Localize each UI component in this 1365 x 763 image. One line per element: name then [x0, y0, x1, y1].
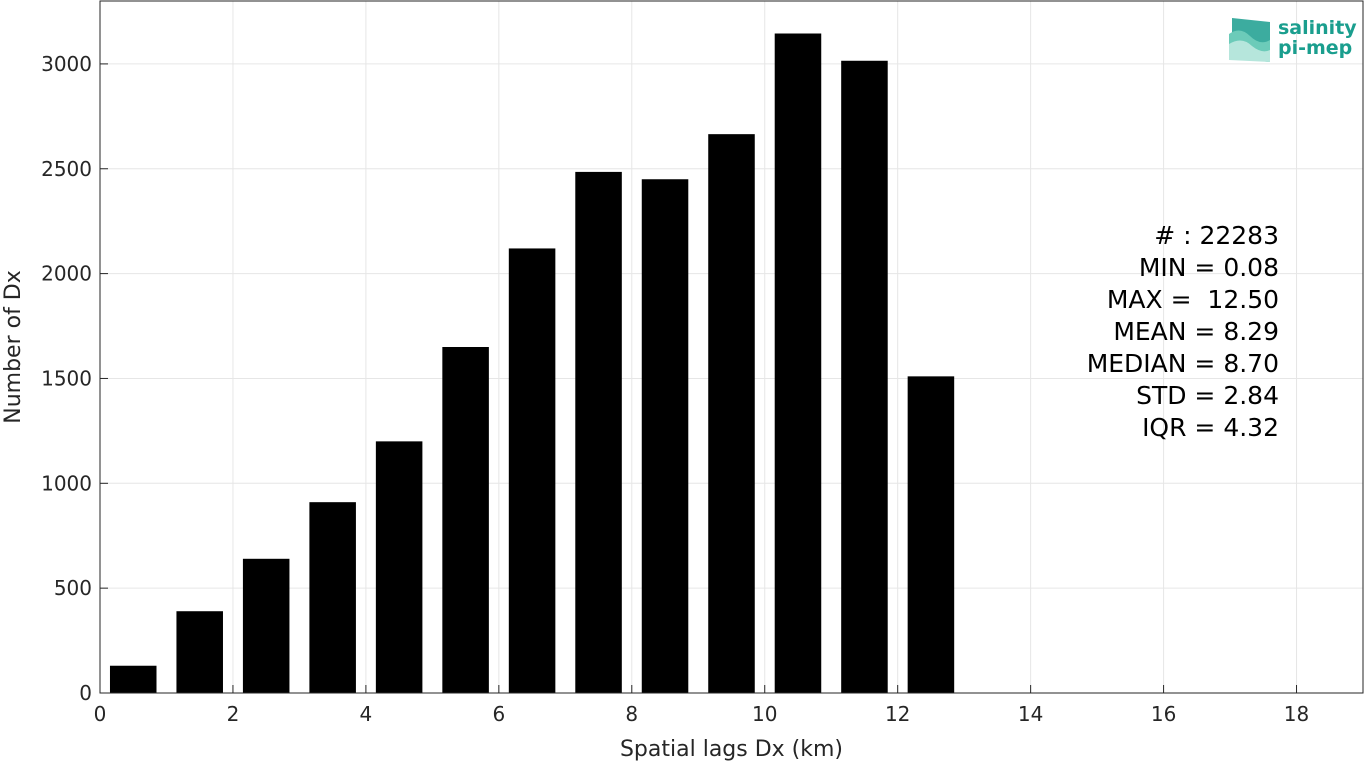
bar [841, 60, 888, 694]
y-ticks: 0 500 1000 1500 2000 2500 3000 [41, 52, 108, 705]
bar [242, 558, 290, 693]
stat-line: STD = 2.84 [1136, 381, 1279, 410]
bar [508, 248, 556, 693]
x-tick-label: 16 [1151, 702, 1176, 726]
x-tick-label: 18 [1284, 702, 1309, 726]
y-tick-label: 1000 [41, 471, 92, 495]
y-axis-label: Number of Dx [1, 270, 26, 424]
bar [641, 179, 689, 693]
stat-line: IQR = 4.32 [1142, 413, 1279, 442]
y-tick-label: 1500 [41, 366, 92, 390]
x-axis-label: Spatial lags Dx (km) [620, 737, 843, 762]
stat-line: # : 22283 [1154, 221, 1279, 250]
stat-line: MEAN = 8.29 [1113, 317, 1279, 346]
x-tick-label: 10 [752, 702, 777, 726]
y-tick-label: 500 [54, 576, 92, 600]
x-tick-label: 12 [885, 702, 910, 726]
x-ticks: 0 2 4 6 8 10 12 14 16 18 [94, 685, 1309, 726]
wave-logo-icon [1229, 18, 1270, 62]
y-tick-label: 0 [79, 681, 92, 705]
bar [575, 171, 622, 694]
bar [442, 347, 489, 693]
logo-text-pi-mep: pi-mep [1278, 37, 1352, 59]
axes-box [99, 0, 1364, 694]
x-tick-label: 0 [94, 702, 107, 726]
bar [176, 611, 223, 693]
logo-text-salinity: salinity [1278, 17, 1357, 39]
stat-line: MIN = 0.08 [1139, 253, 1279, 282]
x-tick-label: 14 [1018, 702, 1043, 726]
bar [907, 376, 955, 693]
salinity-pi-mep-logo: salinity pi-mep [1229, 17, 1357, 62]
x-tick-label: 4 [360, 702, 373, 726]
stat-line: MAX = 12.50 [1107, 285, 1279, 314]
x-tick-label: 2 [227, 702, 240, 726]
bar [109, 665, 157, 693]
bar [708, 134, 755, 693]
x-tick-label: 8 [625, 702, 638, 726]
x-tick-label: 6 [492, 702, 505, 726]
stat-line: MEDIAN = 8.70 [1087, 349, 1279, 378]
stats-annotation: # : 22283 MIN = 0.08 MAX = 12.50 MEAN = 8.2… [1087, 221, 1279, 442]
y-tick-label: 3000 [41, 52, 92, 76]
bars [109, 33, 955, 694]
bar [375, 441, 423, 693]
y-tick-label: 2500 [41, 157, 92, 181]
bar [774, 33, 822, 693]
y-tick-label: 2000 [41, 262, 92, 286]
bar [309, 502, 356, 693]
